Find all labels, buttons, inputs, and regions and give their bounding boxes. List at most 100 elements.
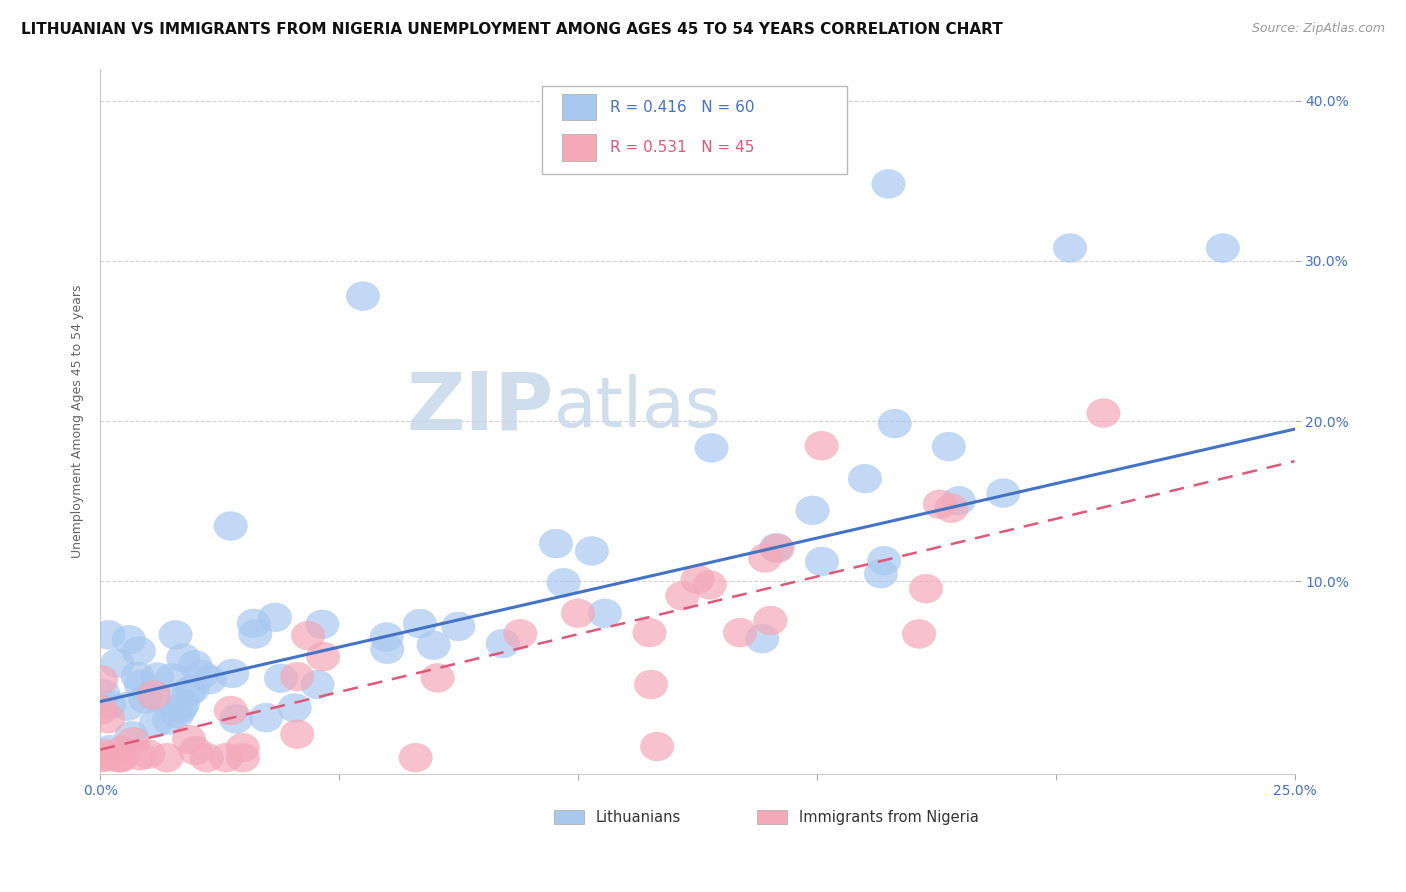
Ellipse shape (138, 683, 172, 712)
Ellipse shape (186, 660, 218, 689)
Ellipse shape (281, 720, 314, 748)
Ellipse shape (259, 603, 292, 632)
Ellipse shape (84, 665, 118, 694)
Ellipse shape (540, 529, 572, 558)
Ellipse shape (305, 610, 339, 639)
Ellipse shape (806, 547, 838, 576)
Ellipse shape (105, 743, 138, 772)
Ellipse shape (139, 708, 173, 738)
Ellipse shape (87, 679, 120, 708)
Ellipse shape (796, 496, 830, 524)
Text: Lithuanians: Lithuanians (596, 810, 682, 824)
Ellipse shape (291, 621, 325, 650)
Ellipse shape (179, 650, 212, 679)
Ellipse shape (87, 739, 121, 768)
Ellipse shape (111, 692, 145, 721)
Ellipse shape (122, 741, 156, 771)
Ellipse shape (152, 706, 186, 735)
Ellipse shape (561, 599, 595, 628)
Ellipse shape (190, 743, 224, 772)
Ellipse shape (695, 434, 728, 462)
Ellipse shape (681, 565, 714, 594)
Ellipse shape (903, 620, 936, 648)
Ellipse shape (155, 664, 188, 692)
Ellipse shape (219, 705, 253, 733)
Ellipse shape (1087, 399, 1121, 427)
Ellipse shape (634, 670, 668, 699)
Ellipse shape (346, 282, 380, 310)
Ellipse shape (215, 659, 249, 688)
Ellipse shape (486, 629, 520, 658)
Ellipse shape (159, 621, 193, 649)
Text: ZIP: ZIP (406, 368, 554, 446)
Ellipse shape (280, 662, 314, 691)
Ellipse shape (910, 574, 943, 603)
Bar (562, 94, 596, 120)
Ellipse shape (723, 618, 756, 647)
Ellipse shape (122, 637, 156, 665)
Ellipse shape (115, 722, 148, 750)
Ellipse shape (872, 169, 905, 198)
Text: Source: ZipAtlas.com: Source: ZipAtlas.com (1251, 22, 1385, 36)
Ellipse shape (759, 533, 793, 562)
Ellipse shape (239, 620, 271, 648)
Ellipse shape (214, 512, 247, 541)
Ellipse shape (754, 607, 787, 635)
Ellipse shape (101, 743, 134, 772)
Ellipse shape (761, 534, 794, 563)
Ellipse shape (404, 609, 437, 638)
Ellipse shape (693, 571, 727, 599)
Ellipse shape (209, 743, 243, 772)
Ellipse shape (93, 735, 127, 764)
Text: atlas: atlas (554, 374, 721, 441)
Text: Immigrants from Nigeria: Immigrants from Nigeria (799, 810, 979, 824)
Ellipse shape (132, 739, 165, 769)
Ellipse shape (121, 662, 155, 690)
Text: R = 0.531   N = 45: R = 0.531 N = 45 (610, 140, 755, 155)
Ellipse shape (166, 690, 200, 718)
Ellipse shape (150, 743, 183, 772)
Ellipse shape (503, 619, 537, 648)
Ellipse shape (91, 705, 125, 733)
Ellipse shape (640, 732, 673, 761)
Ellipse shape (865, 559, 897, 588)
Ellipse shape (877, 409, 911, 438)
FancyBboxPatch shape (543, 87, 846, 174)
Ellipse shape (101, 648, 134, 678)
Ellipse shape (1206, 234, 1240, 262)
Ellipse shape (84, 695, 118, 724)
Ellipse shape (278, 693, 311, 723)
Ellipse shape (165, 694, 197, 723)
Ellipse shape (987, 479, 1019, 508)
Ellipse shape (932, 433, 966, 461)
Ellipse shape (162, 699, 194, 728)
Ellipse shape (301, 670, 335, 699)
Ellipse shape (193, 665, 226, 694)
Ellipse shape (141, 663, 174, 691)
Bar (554, 810, 583, 824)
Ellipse shape (176, 675, 209, 704)
Ellipse shape (112, 625, 146, 654)
Ellipse shape (128, 685, 162, 714)
Ellipse shape (547, 568, 581, 597)
Ellipse shape (748, 543, 782, 573)
Ellipse shape (371, 635, 404, 664)
Ellipse shape (226, 743, 260, 772)
Ellipse shape (226, 733, 260, 762)
Ellipse shape (665, 582, 699, 610)
Ellipse shape (745, 624, 779, 653)
Ellipse shape (93, 690, 127, 719)
Ellipse shape (86, 743, 120, 772)
Text: LITHUANIAN VS IMMIGRANTS FROM NIGERIA UNEMPLOYMENT AMONG AGES 45 TO 54 YEARS COR: LITHUANIAN VS IMMIGRANTS FROM NIGERIA UN… (21, 22, 1002, 37)
Ellipse shape (868, 546, 901, 575)
Ellipse shape (249, 703, 283, 732)
Bar (756, 810, 787, 824)
Ellipse shape (172, 677, 205, 706)
Ellipse shape (103, 743, 136, 772)
Ellipse shape (307, 642, 340, 671)
Ellipse shape (633, 618, 666, 647)
Ellipse shape (179, 736, 212, 765)
Ellipse shape (238, 609, 270, 638)
Ellipse shape (399, 743, 432, 772)
Ellipse shape (124, 670, 157, 698)
